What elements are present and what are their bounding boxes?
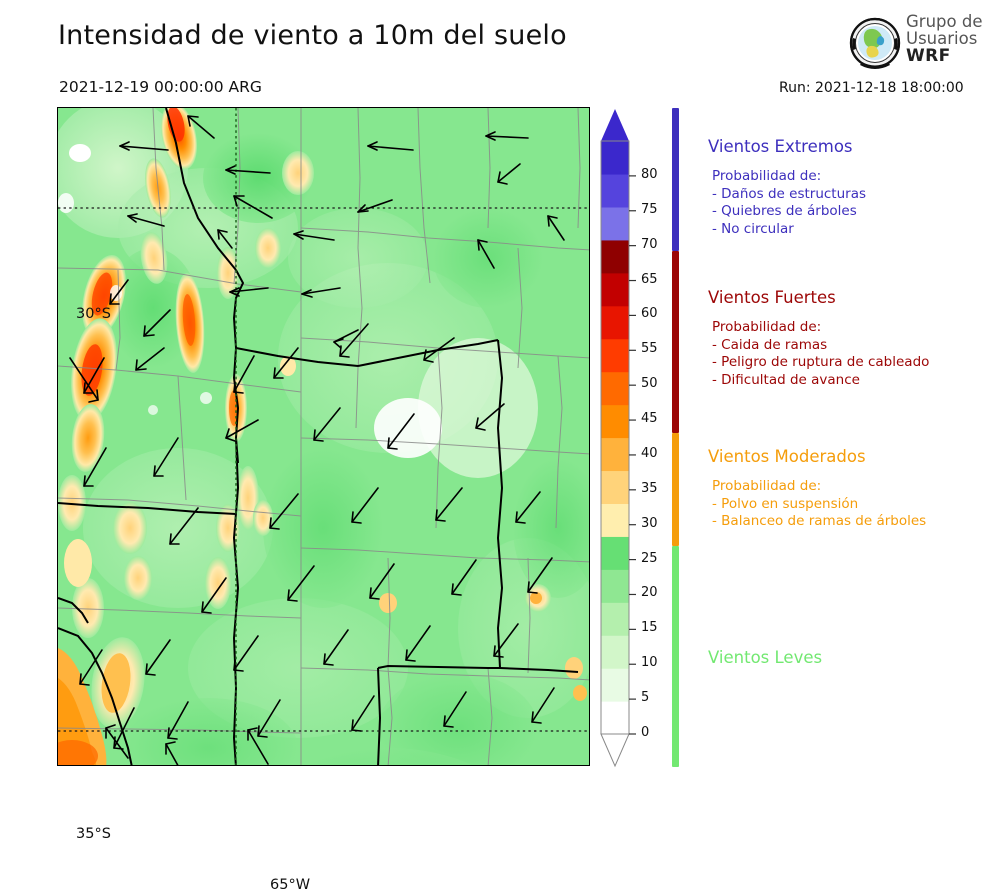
colorbar-tick-5: 5 (641, 690, 650, 706)
legend-section-strong: Vientos Fuertes Probabilidad de: - Caida d… (708, 288, 998, 389)
run-time-label: Run: 2021-12-18 18:00:00 (779, 80, 964, 96)
colorbar-tick-40: 40 (641, 445, 658, 461)
wind-field-contours (58, 108, 589, 765)
legend-line-moderate-1: - Polvo en suspensión (712, 495, 859, 512)
legend-line-extreme-1: - Daños de estructuras (712, 185, 867, 202)
wind-arrow-layer (69, 115, 565, 765)
colorbar-tick-60: 60 (641, 306, 658, 322)
colorbar-tick-35: 35 (641, 480, 658, 496)
legend-title-strong: Vientos Fuertes (708, 288, 836, 307)
legend-color-bar-light (672, 546, 679, 767)
legend-section-extreme: Vientos Extremos Probabilidad de: - Daños … (708, 137, 998, 238)
wind-forecast-page: Intensidad de viento a 10m del suelo 202… (57, 12, 1000, 893)
legend-line-extreme-2: - Quiebres de árboles (712, 203, 857, 220)
legend-title-moderate: Vientos Moderados (708, 447, 866, 466)
colorbar-tick-65: 65 (641, 271, 658, 287)
legend-line-moderate-2: - Balanceo de ramas de árboles (712, 513, 927, 530)
legend-line-extreme-0: Probabilidad de: (712, 168, 822, 184)
legend-line-strong-2: - Peligro de ruptura de cableado (712, 354, 930, 371)
legend-line-extreme-3: - No circular (712, 220, 794, 237)
globe-emblem-icon (849, 17, 901, 69)
logo-line-3: WRF (906, 45, 951, 66)
lat-label-30s: 30°S (76, 306, 111, 322)
map-panel[interactable]: 30°S 35°S 65°W (57, 107, 590, 893)
colorbar-tick-75: 75 (641, 201, 658, 217)
colorbar-tick-10: 10 (641, 655, 658, 671)
severity-legend: Vientos Extremos Probabilidad de: - Daños … (672, 105, 1000, 770)
lat-label-35s: 35°S (76, 826, 111, 842)
colorbar-tick-50: 50 (641, 376, 658, 392)
legend-line-strong-0: Probabilidad de: (712, 319, 822, 335)
lon-label-65w: 65°W (270, 877, 311, 893)
legend-color-bar-strong (672, 251, 679, 433)
legend-line-moderate-0: Probabilidad de: (712, 478, 822, 494)
colorbar-gradient (600, 109, 636, 768)
logo-line-1: Grupo de (906, 12, 983, 31)
legend-color-bar-extreme (672, 108, 679, 251)
legend-color-bar-moderate (672, 433, 679, 546)
legend-line-strong-3: - Dificultad de avance (712, 371, 860, 388)
legend-title-extreme: Vientos Extremos (708, 137, 853, 156)
colorbar-tick-15: 15 (641, 620, 658, 636)
valid-time-label: 2021-12-19 00:00:00 ARG (59, 78, 262, 96)
wind-speed-map[interactable] (57, 107, 590, 766)
colorbar-tick-30: 30 (641, 515, 658, 531)
brand-logo: Grupo de Usuarios WRF (848, 12, 996, 72)
legend-section-moderate: Vientos Moderados Probabilidad de: - Polvo… (708, 447, 998, 531)
colorbar-tick-0: 0 (641, 725, 650, 740)
brand-logo-text: Grupo de Usuarios WRF (906, 12, 996, 66)
colorbar-tick-70: 70 (641, 236, 658, 252)
legend-title-light: Vientos Leves (708, 648, 823, 667)
colorbar-tick-20: 20 (641, 585, 658, 601)
legend-section-light: Vientos Leves (708, 648, 998, 679)
logo-line-2: Usuarios (906, 28, 978, 48)
colorbar-tick-55: 55 (641, 341, 658, 357)
legend-line-strong-1: - Caida de ramas (712, 336, 828, 353)
colorbar-tick-25: 25 (641, 550, 658, 566)
page-title: Intensidad de viento a 10m del suelo (58, 20, 567, 51)
colorbar-tick-45: 45 (641, 411, 658, 427)
colorbar-tick-80: 80 (641, 166, 658, 182)
